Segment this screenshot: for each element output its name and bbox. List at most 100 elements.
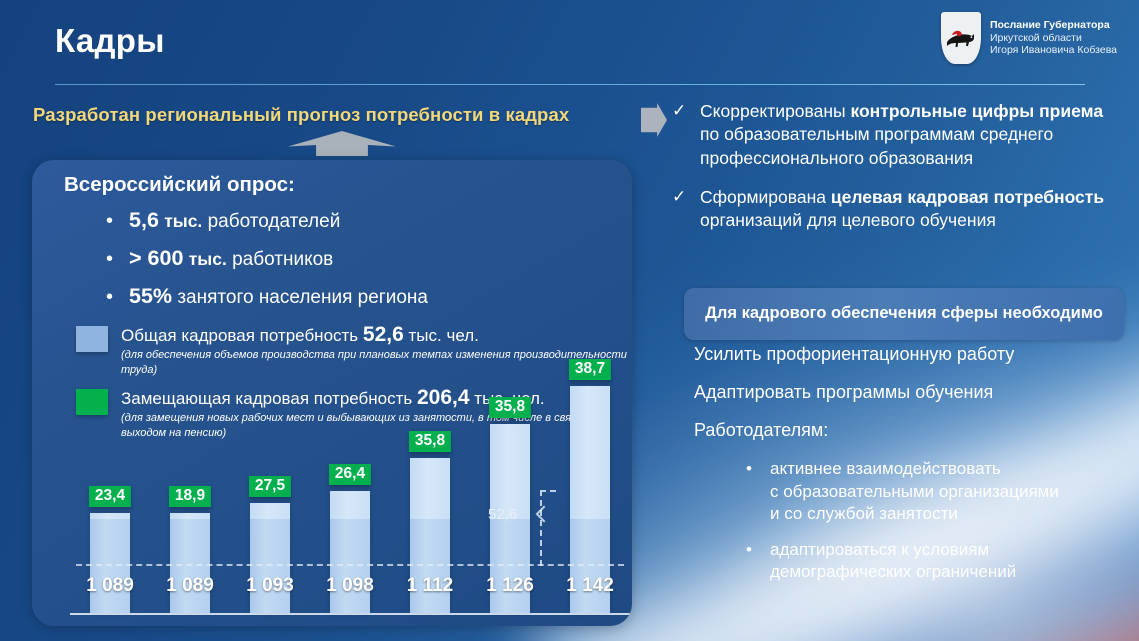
chart-bar-value-label: 1 112 [406,575,454,596]
sub-need-text: адаптироваться к условиям демографических… [770,539,1017,582]
legend-entry-replacement: Замещающая кадровая потребность 206,4 ты… [76,386,632,440]
chart-bar [330,491,370,613]
chart-bar-value-label: 1 093 [246,575,294,596]
page-title: Кадры [55,22,165,59]
survey-value: 55% [129,284,173,308]
legend-swatch-blue-icon [76,326,108,352]
chart-bars: 23,4 1 089 18,9 1 089 27,5 1 093 26,4 1 098 35,8… [70,358,630,613]
survey-rest: занятого населения региона [177,287,428,308]
needs-header-box: Для кадрового обеспечения сферы необходи… [684,288,1124,340]
list-item: Работодателям: [694,420,829,440]
legend-suffix: тыс. чел. [408,326,479,345]
survey-unit: тыс. [164,211,203,231]
chart-bar-growth-cap [170,513,210,519]
plain-text: организаций для целевого обучения [700,210,996,231]
bullet-icon: • [746,459,752,478]
chart-bar [410,457,450,613]
chart-bar-column: 18,9 1 089 [150,461,230,613]
chart-bar-column: 27,5 1 093 [230,461,310,613]
list-item: ✓ Скорректированы контрольные цифры прие… [672,100,1124,170]
list-item: • адаптироваться к условиям демографически… [694,539,1134,584]
survey-value: 5,6 [129,208,159,232]
chart-bar-column: 26,4 1 098 [310,461,390,613]
plain-text: по образовательным программам среднего п… [700,124,1054,168]
chart-bar-growth-cap [570,385,610,519]
check-icon: ✓ [672,101,687,120]
list-item: • активнее взаимодействовать с образовател… [694,458,1134,526]
governor-address-logo: Послание Губернатора Иркутской области И… [940,12,1117,64]
plain-text: Сформирована [700,186,831,207]
chart-bar [250,503,290,613]
chart-bar-column: 35,8 1 112 [390,430,470,613]
legend-sub-total: (для обеспечения объемов производства пр… [121,349,627,376]
employer-sub-list: • активнее взаимодействовать с образовател… [694,458,1134,584]
emphasis-text: целевая кадровая потребность [830,186,1105,207]
needs-header-title: Для кадрового обеспечения сферы необходи… [705,304,1103,323]
bullet-icon: • [106,286,114,308]
emphasis-text: контрольные цифры приема [850,101,1104,121]
chart-replacement-need-label: 38,7 [568,358,612,380]
logo-line-2: Иркутской области [989,31,1082,44]
legend-number: 206,4 [417,386,470,410]
survey-rest: работодателей [207,211,341,232]
list-item: • > 600 тыс. работников [106,246,626,271]
growth-bracket [540,490,556,566]
legend-swatch-green-icon [76,389,108,416]
legend-prefix: Общая кадровая потребность [121,326,359,345]
legend-sub-replacement: (для замещения новых рабочих мест и выбы… [121,412,591,439]
growth-annotation-label: 52,6 [488,506,518,523]
survey-list: • 5,6 тыс. работодателей • > 600 тыс. ра… [106,208,626,322]
chart-bar-value-label: 1 126 [486,575,534,596]
legend-prefix: Замещающая кадровая потребность [121,389,413,409]
plain-text: Скорректированы [700,101,851,121]
logo-caption: Послание Губернатора Иркутской области И… [990,19,1117,57]
survey-unit: тыс. [188,249,227,269]
needs-list: Усилить профориентационную работу Адапти… [694,344,1134,597]
check-icon: ✓ [672,186,687,206]
chart-replacement-need-label: 23,4 [88,486,132,507]
survey-value: > 600 [129,246,184,270]
chart-bar-value-label: 1 098 [326,575,374,596]
chart-baseline-dashed [76,564,624,566]
chart-bar-growth-cap [90,513,130,519]
bullet-icon: • [106,248,114,270]
chart-bar [490,424,530,613]
check-text-2: Сформирована целевая кадровая потребност… [700,186,1124,233]
chart-bar-growth-cap [490,424,530,519]
survey-panel: Всероссийский опрос: • 5,6 тыс. работода… [32,160,632,626]
arrow-right-icon [641,103,667,137]
chart-bar-growth-cap [410,457,450,519]
chart-bar [170,513,210,613]
check-text-1: Скорректированы контрольные цифры приема… [700,100,1124,170]
legend-number: 52,6 [362,323,404,346]
chart-legend: Общая кадровая потребность 52,6 тыс. чел… [76,323,632,449]
logo-line-1: Послание Губернатора [989,18,1110,31]
survey-title: Всероссийский опрос: [64,173,295,196]
legend-main-replacement: Замещающая кадровая потребность 206,4 ты… [121,386,632,409]
chart-replacement-need-label: 35,8 [488,397,532,419]
right-column: ✓ Скорректированы контрольные цифры прие… [672,100,1124,248]
sub-need-text: активнее взаимодействовать с образователь… [770,459,1059,524]
survey-rest: работников [232,249,334,270]
chart-bar [570,385,610,613]
list-item: ✓ Сформирована целевая кадровая потребно… [672,186,1124,233]
chart-bar-value-label: 1 089 [166,575,214,596]
banner-headline: Разработан региональный прогноз потребно… [33,104,570,125]
chart-replacement-need-label: 26,4 [328,464,372,486]
arrow-up-icon [288,131,396,156]
chart-replacement-need-label: 27,5 [248,476,292,498]
chart-bar [90,513,130,613]
workforce-bar-chart: 23,4 1 089 18,9 1 089 27,5 1 093 26,4 1 098 35,8… [70,358,630,615]
title-divider [55,84,1085,85]
legend-main-total: Общая кадровая потребность 52,6 тыс. чел… [121,323,632,346]
chart-bar-growth-cap [250,503,290,519]
chart-bar-column: 35,8 1 126 [470,397,550,613]
list-item: Адаптировать программы обучения [694,382,994,402]
chart-replacement-need-label: 35,8 [408,430,452,452]
bullet-icon: • [106,210,114,232]
chart-bar-column: 38,7 1 142 [550,358,630,613]
legend-entry-total: Общая кадровая потребность 52,6 тыс. чел… [76,323,632,377]
bullet-icon: • [746,539,752,559]
chart-bar-growth-cap [330,491,370,519]
